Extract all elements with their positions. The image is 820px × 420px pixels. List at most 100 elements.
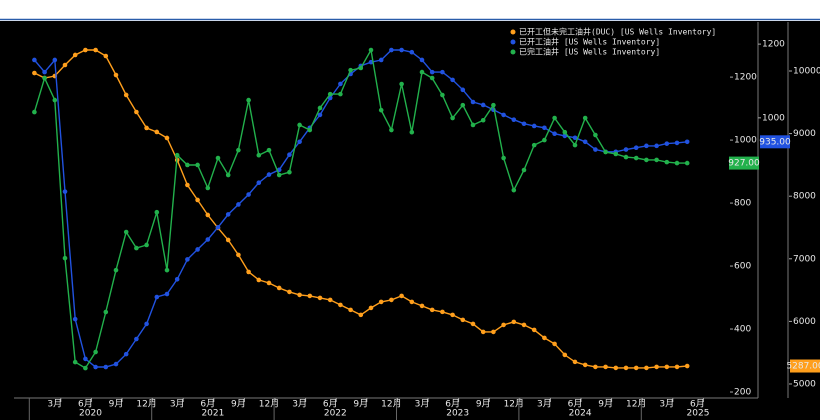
series-marker (52, 57, 58, 63)
series-marker (297, 139, 302, 145)
series-marker (42, 75, 47, 81)
series-marker (491, 329, 496, 335)
series-marker (338, 81, 343, 87)
series-marker (440, 92, 445, 98)
series-marker (531, 123, 537, 129)
series-marker (287, 289, 292, 295)
series-marker (62, 62, 68, 68)
x-tick-label: 9月 (476, 399, 491, 410)
series-marker (307, 293, 313, 299)
x-tick-label: 3月 (292, 399, 307, 410)
series-marker (123, 229, 129, 235)
series-marker (93, 47, 98, 53)
series-marker (603, 149, 608, 155)
series-marker (154, 129, 160, 135)
series-marker (480, 329, 486, 335)
x-tick-label: 3月 (659, 399, 674, 410)
series-marker (613, 365, 619, 371)
y-tick-label: 5000 (793, 379, 816, 389)
series-marker (144, 321, 149, 327)
value-tag-label: 5287.00 (786, 362, 820, 372)
value-tag (790, 359, 820, 373)
series-marker (144, 125, 149, 131)
series-marker (266, 147, 272, 153)
series-marker (266, 172, 272, 177)
series-marker (327, 297, 333, 303)
series-marker (654, 143, 659, 149)
series-marker (317, 112, 323, 118)
series-marker (654, 157, 659, 163)
series-marker (664, 141, 670, 146)
series-marker (266, 280, 272, 286)
series-marker (552, 115, 557, 121)
series-marker (531, 142, 537, 148)
series-marker (419, 303, 425, 309)
legend-box (508, 26, 723, 58)
series-marker (205, 212, 211, 218)
x-tick-label: 9月 (231, 399, 246, 410)
series-marker (674, 140, 680, 146)
series-marker (246, 269, 251, 275)
series-marker (460, 317, 466, 323)
series-marker (460, 102, 466, 108)
series-marker (644, 157, 649, 163)
x-tick-label: 3月 (415, 399, 430, 410)
series-marker (429, 307, 435, 313)
series-marker (113, 72, 119, 78)
series-marker (225, 212, 231, 217)
series-marker (644, 365, 649, 371)
series-marker (256, 277, 262, 283)
y-tick-label: 1200 (734, 73, 757, 83)
y-tick-label: 7000 (793, 254, 816, 264)
series-marker (144, 242, 149, 248)
series-marker (195, 197, 200, 203)
series-marker (287, 152, 292, 158)
series-marker (501, 322, 506, 328)
series-marker (32, 57, 37, 63)
series-marker (134, 109, 139, 115)
value-tag-label: 927.00 (728, 159, 760, 169)
series-marker (103, 309, 109, 315)
series-marker (134, 245, 139, 251)
series-marker (572, 359, 578, 365)
series-marker (470, 122, 476, 128)
series-marker (83, 365, 88, 371)
y-tick-label: 400 (734, 325, 751, 335)
series-marker (154, 294, 160, 300)
series-marker (256, 152, 262, 158)
series-marker (562, 352, 568, 358)
series-marker (389, 47, 394, 53)
legend-label: 已完工油井 [US Wells Inventory] (519, 47, 660, 57)
series-marker (542, 125, 547, 131)
series-marker (399, 81, 404, 87)
series-marker (460, 87, 466, 93)
series-marker (246, 97, 251, 103)
series-marker (174, 152, 180, 158)
series-marker (215, 225, 221, 230)
series-marker (72, 52, 78, 58)
series-marker (195, 162, 200, 168)
series-marker (440, 309, 445, 315)
y-tick-label: 6000 (793, 317, 816, 327)
series-marker (236, 147, 241, 153)
series-marker (113, 267, 119, 273)
series-marker (429, 69, 435, 75)
legend-marker (510, 39, 516, 45)
series-marker (470, 321, 476, 327)
series-marker (93, 349, 98, 355)
series-marker (521, 121, 527, 127)
x-tick-label: 6月 (200, 399, 215, 410)
series-marker (501, 155, 506, 161)
x-tick-label: 6月 (690, 399, 705, 410)
y-tick-label: 1000 (762, 113, 785, 123)
series-marker (511, 187, 517, 193)
value-tag (729, 156, 759, 170)
series-marker (633, 145, 639, 151)
series-marker (664, 159, 670, 165)
series-marker (185, 162, 190, 168)
series-marker (93, 364, 98, 370)
series-marker (287, 169, 292, 175)
series-marker (205, 185, 211, 191)
